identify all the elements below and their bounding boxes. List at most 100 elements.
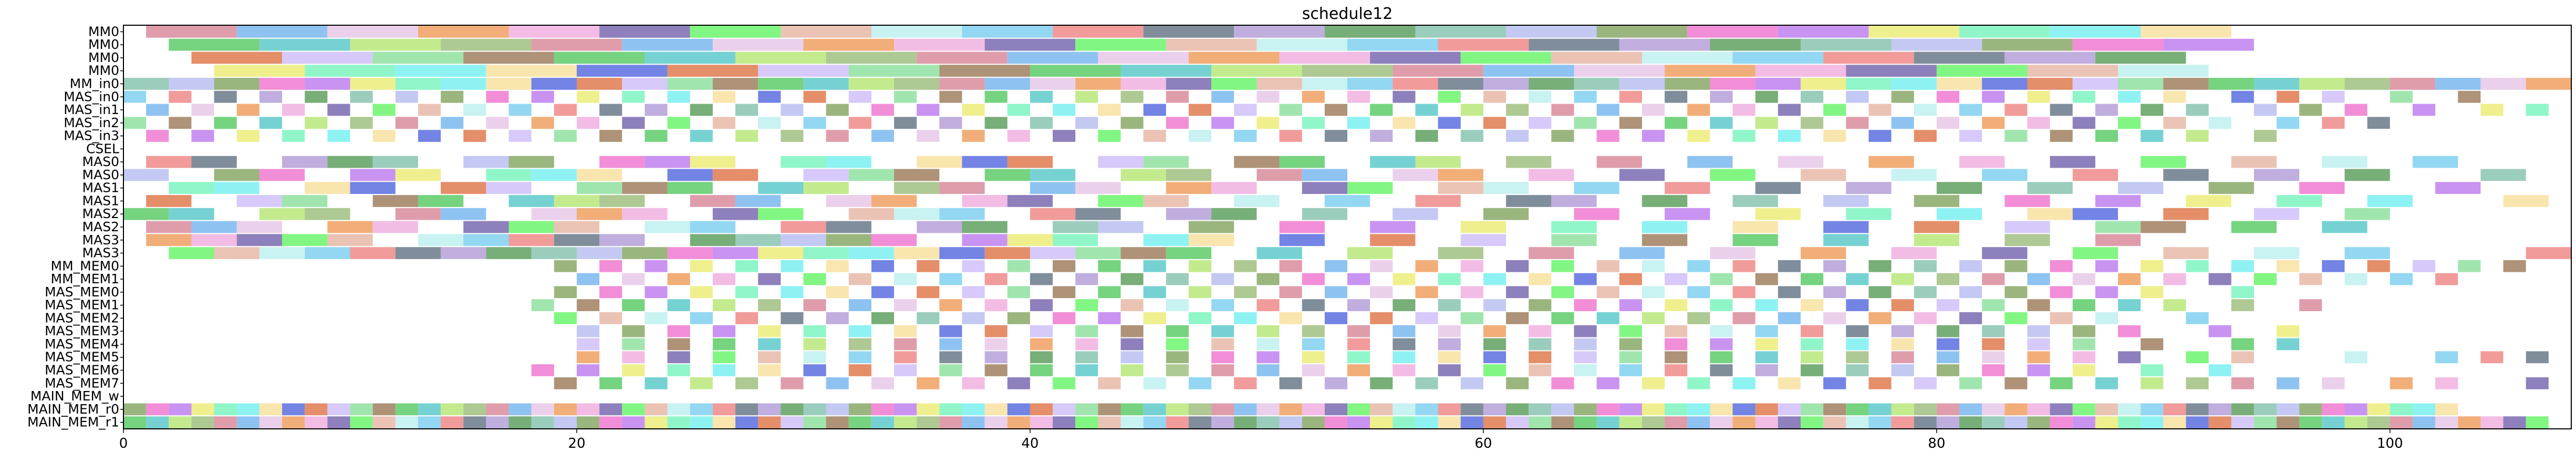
gantt-bar [395,78,441,90]
gantt-bar [2072,208,2118,220]
gantt-bar [826,286,849,299]
gantt-bar [1438,169,1483,181]
gantt-bar [894,247,940,259]
gantt-bar [2390,273,2413,285]
gantt-bar [372,52,464,64]
x-axis-tick-label: 100 [2377,436,2403,451]
gantt-bar [2004,52,2095,64]
gantt-bar [2231,351,2254,364]
gantt-bar [871,312,895,324]
gantt-bar [1619,338,1642,351]
gantt-bar [599,26,690,38]
gantt-bar [1574,90,1597,103]
gantt-bar [1143,130,1166,142]
gantt-bar [599,104,622,116]
gantt-bar [848,351,871,364]
gantt-bar [123,416,147,428]
gantt-bar [576,208,622,220]
gantt-bar [2118,273,2141,285]
gantt-bar [1755,416,1778,428]
gantt-bar [1846,364,1869,376]
gantt-bar [645,416,668,428]
gantt-bar [1347,117,1370,129]
gantt-bar [1846,208,1892,220]
y-axis-label: MAS_MEM7 [45,375,119,390]
gantt-bar [712,403,735,416]
gantt-bar [758,182,804,194]
gantt-bar [1393,364,1416,376]
gantt-bar [1732,221,1778,233]
gantt-bar [1324,403,1347,416]
gantt-bar [2118,416,2141,428]
gantt-bar [1030,65,1121,77]
gantt-bar [803,38,895,51]
gantt-bar [146,26,237,38]
gantt-bar [1324,104,1347,116]
y-axis-label: MM0 [88,63,119,78]
gantt-bar [1800,273,1824,285]
gantt-bar [599,403,622,416]
gantt-bar [441,416,464,428]
gantt-bar [1211,403,1234,416]
y-axis-label: MAS_MEM5 [45,349,119,365]
gantt-bar [305,208,350,220]
gantt-bar [1982,273,2005,285]
gantt-bar [350,403,373,416]
gantt-bar [1302,351,1325,364]
gantt-bar [1370,286,1393,299]
x-axis-tick-label: 80 [1928,436,1945,451]
gantt-bar [1596,26,1688,38]
gantt-bar [894,351,917,364]
gantt-bar [1936,351,1959,364]
gantt-bar [2141,156,2186,168]
gantt-bar [1551,403,1574,416]
y-axis-label: MAIN_MEM_r0 [27,402,119,417]
gantt-bar [1868,377,1892,389]
gantt-bar [1234,26,1325,38]
gantt-bar [1256,403,1280,416]
gantt-bar [1053,377,1076,389]
gantt-bar [735,377,759,389]
gantt-bar [1800,299,1824,312]
gantt-bar [1529,90,1552,103]
gantt-bar [1846,299,1869,312]
gantt-bar [1755,273,1778,285]
gantt-bar [826,312,849,324]
gantt-bar [1506,260,1529,272]
gantt-bar [1302,273,1325,285]
gantt-bar [848,117,871,129]
gantt-bar [2480,78,2526,90]
gantt-bar [1075,247,1121,259]
gantt-bar [984,117,1007,129]
gantt-bar [191,52,283,64]
gantt-bar [1846,65,1937,77]
gantt-bar [917,104,940,116]
gantt-bar [1914,130,1937,142]
gantt-bar [282,195,328,207]
gantt-bar [441,182,486,194]
gantt-bar [1279,221,1325,233]
gantt-bar [1007,104,1030,116]
gantt-bar [894,299,917,312]
gantt-bar [1393,325,1416,337]
gantt-bar [1642,260,1665,272]
gantt-bar [2072,247,2118,259]
gantt-bar [803,364,826,376]
gantt-bar [1936,90,1959,103]
gantt-bar [599,195,645,207]
gantt-bar [2072,351,2095,364]
gantt-bar [1120,403,1144,416]
gantt-bar [2299,403,2322,416]
gantt-bar [1370,221,1416,233]
gantt-bar [712,299,735,312]
gantt-bar [1393,90,1416,103]
gantt-bar [1846,273,1869,285]
gantt-bar [1619,351,1642,364]
gantt-bar [2367,403,2390,416]
gantt-bar [1506,312,1529,324]
gantt-bar [1823,130,1846,142]
gantt-bar [1914,234,1959,246]
gantt-bar [554,130,577,142]
gantt-bar [1868,403,1892,416]
gantt-bar [984,351,1007,364]
